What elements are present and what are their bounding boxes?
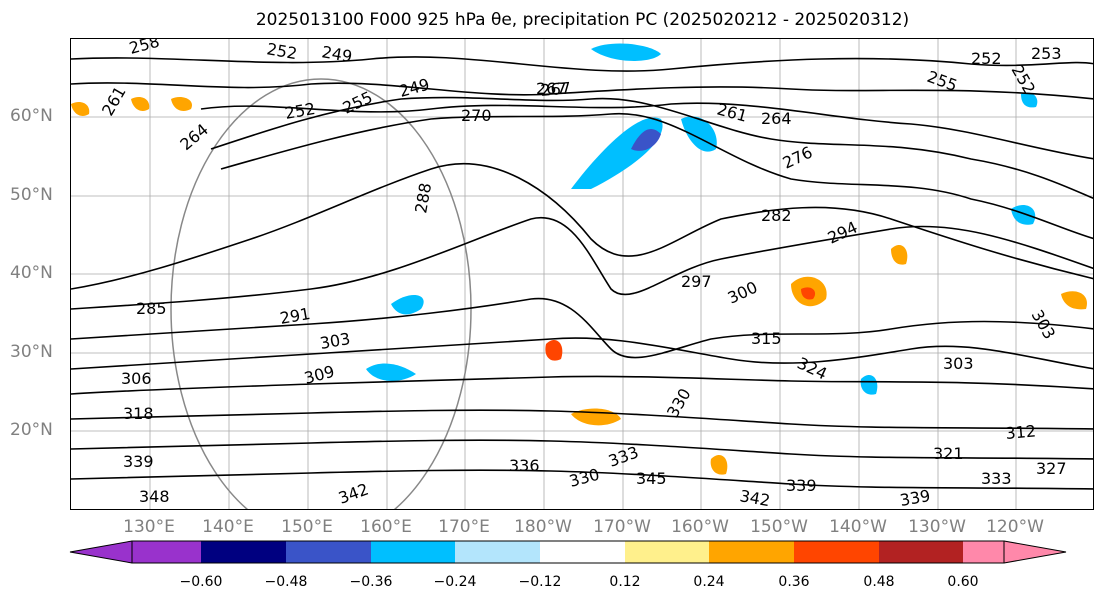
colorbar-cell [540,541,625,563]
colorbar-tick-label: −0.24 [433,574,477,590]
colorbar-tick-label: −0.48 [264,574,308,590]
contour-label: 318 [123,404,154,423]
contour-label: 348 [139,487,170,506]
contour-label: 252 [265,39,298,63]
contour-label: 267 [536,79,567,98]
contour-label: 282 [761,206,792,225]
contour-label: 297 [681,272,712,291]
contour-label: 312 [1005,421,1037,443]
colorbar-cell [455,541,540,563]
lat-label-40n: 40°N [10,263,53,283]
lon-label-180w: 180°W [514,517,572,537]
contour-label: 300 [725,277,761,307]
lon-label-170w: 170°W [593,517,651,537]
contour-label: 333 [606,442,641,470]
colorbar-tick-label: −0.12 [518,574,562,590]
colorbar-cell [794,541,879,563]
contour-label: 285 [136,299,167,318]
lat-label-30n: 30°N [10,342,53,362]
contour-label: 261 [98,83,130,119]
contour-label: 345 [636,469,667,488]
colorbar-cell [201,541,286,563]
graticule [71,39,1093,509]
colorbar-cells [132,541,1004,563]
contour-label: 315 [751,329,782,348]
contour-label: 336 [509,456,540,475]
colorbar-tick-label: −0.36 [349,574,393,590]
contour-label: 327 [1036,459,1067,478]
colorbar-tick-label: 0.12 [609,574,641,590]
colorbar-tick-label: 0.24 [693,574,725,590]
contour-label: 333 [981,469,1012,488]
contour-label: 249 [397,75,431,101]
colorbar-tick-label: 0.48 [863,574,895,590]
contour-label: 261 [715,100,749,126]
colorbar-cell [625,541,709,563]
contour-label: 330 [567,465,601,491]
figure-title: 2025013100 F000 925 hPa θe, precipitatio… [255,10,910,30]
map-canvas: 258 252 249 261 252 255 249 270 267 267 … [71,39,1093,510]
contour-label: 339 [123,452,154,471]
contour-label: 321 [933,444,964,463]
lon-label-160e: 160°E [360,517,412,537]
lon-label-140e: 140°E [202,517,254,537]
contour-label: 264 [176,120,212,154]
contour-label: 258 [127,39,161,58]
contour-label: 294 [825,217,861,247]
contour-label: 339 [786,476,817,495]
lon-label-130w: 130°W [908,517,966,537]
colorbar-extend-high [1004,541,1066,563]
contour-label: 270 [461,106,492,125]
colorbar-cell [879,541,963,563]
contour-label: 303 [943,354,974,373]
lat-label-60n: 60°N [10,106,53,126]
colorbar-cell [963,541,1004,563]
contour-label: 267 [540,78,572,100]
lon-label-140w: 140°W [829,517,887,537]
colorbar-cell [286,541,371,563]
lon-label-150w: 150°W [750,517,808,537]
colorbar-extend-low [70,541,132,563]
colorbar-tick-label: 0.36 [778,574,810,590]
colorbar-cell [709,541,794,563]
colorbar-tick-label: −0.60 [179,574,223,590]
lon-label-150e: 150°E [281,517,333,537]
colorbar-tick-label: 0.60 [947,574,979,590]
contour-label: 288 [411,181,435,214]
colorbar-cell [371,541,455,563]
contour-label: 342 [738,486,771,510]
contour-label: 253 [1031,44,1062,63]
contour-label: 252 [283,99,316,123]
outline-ellipse [170,78,472,509]
contour-label: 252 [971,49,1002,68]
contour-label: 303 [1028,307,1060,343]
colorbar [69,540,1067,564]
contour-label: 264 [761,109,792,128]
map-panel: 258 252 249 261 252 255 249 270 267 267 … [70,38,1094,510]
contour-label: 306 [121,369,152,388]
lat-label-50n: 50°N [10,185,53,205]
contour-labels: 258 252 249 261 252 255 249 270 267 267 … [98,39,1067,510]
contour-label: 276 [780,142,816,172]
lon-label-170e: 170°E [438,517,490,537]
colorbar-cell [132,541,201,563]
lon-label-160w: 160°W [671,517,729,537]
contour-label: 342 [336,479,371,507]
precip-patches [71,43,1087,475]
lon-label-130e: 130°E [123,517,175,537]
contour-label: 339 [898,486,931,510]
lat-label-20n: 20°N [10,420,53,440]
contour-label: 324 [794,353,830,383]
lon-label-120w: 120°W [986,517,1044,537]
contour-label: 303 [318,329,351,353]
theta-e-contours [71,56,1093,490]
